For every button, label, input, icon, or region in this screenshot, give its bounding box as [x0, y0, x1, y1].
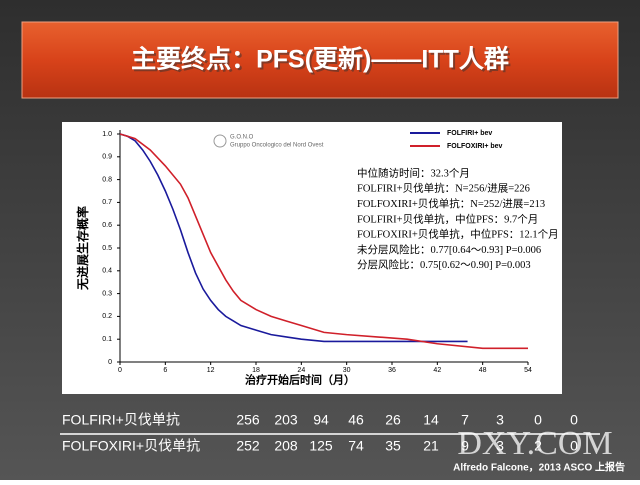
risk-count: 0 — [534, 412, 542, 428]
survival-curve — [119, 133, 528, 350]
logo-text: Gruppo Oncologico del Nord Ovest — [230, 143, 324, 149]
x-tick-label: 24 — [297, 367, 305, 374]
annotation: FOLFIRI+贝伐单抗，中位PFS：9.7个月 — [357, 212, 538, 225]
annotation: FOLFIRI+贝伐单抗：N=256/进展=226 — [357, 182, 530, 195]
risk-count: 252 — [236, 438, 260, 454]
y-tick-label: 0.9 — [102, 154, 112, 161]
y-tick-label: 0 — [108, 359, 112, 366]
watermark: DXY.COM — [457, 425, 612, 462]
risk-count: 3 — [496, 438, 504, 454]
annotation: 分层风险比：0.75[0.62～0.90] P=0.003 — [357, 258, 531, 271]
risk-count: 203 — [274, 412, 298, 428]
x-tick-label: 6 — [163, 367, 167, 374]
risk-count: 0 — [570, 438, 578, 454]
risk-count: 35 — [385, 438, 401, 454]
title-banner — [21, 21, 619, 99]
x-tick-label: 12 — [207, 367, 215, 374]
y-tick-label: 0.2 — [102, 313, 112, 320]
risk-count: 26 — [385, 412, 401, 428]
footer: Alfredo Falcone，2013 ASCO 上报告 — [453, 461, 625, 474]
title: 主要终点：PFS(更新)——ITT人群 — [131, 45, 509, 74]
x-tick-label: 54 — [524, 367, 532, 374]
y-tick-label: 0.3 — [102, 290, 112, 297]
y-axis-label: 无进展生存概率 — [75, 206, 90, 291]
logo-icon — [213, 134, 227, 148]
risk-row-label: FOLFOXIRI+贝伐单抗 — [62, 438, 200, 454]
y-tick-label: 0.7 — [102, 199, 112, 206]
x-tick-label: 0 — [118, 367, 122, 374]
x-tick-label: 42 — [433, 367, 441, 374]
logo-text: G.O.N.O — [230, 135, 254, 141]
risk-count: 2 — [534, 438, 542, 454]
y-tick-label: 0.4 — [102, 268, 112, 275]
y-tick-label: 0.5 — [102, 245, 112, 252]
risk-count: 9 — [461, 438, 469, 454]
annotation: 中位随访时间：32.3个月 — [357, 166, 470, 179]
y-tick-label: 0.1 — [102, 336, 112, 343]
annotation: FOLFOXIRI+贝伐单抗：N=252/进展=213 — [357, 197, 545, 210]
risk-count: 3 — [496, 412, 504, 428]
x-tick-label: 48 — [479, 367, 487, 374]
legend-label: FOLFIRI+ bev — [447, 130, 492, 137]
risk-count: 125 — [309, 438, 333, 454]
legend-label: FOLFOXIRI+ bev — [447, 143, 503, 150]
y-tick-label: 1.0 — [102, 131, 112, 138]
y-tick-label: 0.6 — [102, 222, 112, 229]
risk-count: 14 — [423, 412, 439, 428]
survival-curve — [119, 133, 468, 343]
risk-count: 256 — [236, 412, 260, 428]
risk-row-label: FOLFIRI+贝伐单抗 — [62, 412, 180, 428]
risk-count: 208 — [274, 438, 298, 454]
risk-count: 21 — [423, 438, 439, 454]
annotation: FOLFOXIRI+贝伐单抗，中位PFS：12.1个月 — [357, 228, 559, 241]
chart-panel — [62, 122, 562, 394]
y-tick-label: 0.8 — [102, 176, 112, 183]
risk-count: 46 — [348, 412, 364, 428]
annotation: 未分层风险比：0.77[0.64～0.93] P=0.006 — [357, 243, 541, 256]
x-tick-label: 36 — [388, 367, 396, 374]
x-axis-label: 治疗开始后时间（月） — [245, 373, 355, 387]
risk-count: 0 — [570, 412, 578, 428]
x-tick-label: 30 — [343, 367, 351, 374]
risk-count: 7 — [461, 412, 469, 428]
risk-count: 74 — [348, 438, 364, 454]
title-shadow: 主要终点：PFS(更新)——ITT人群 — [133, 47, 511, 76]
x-tick-label: 18 — [252, 367, 260, 374]
risk-count: 94 — [313, 412, 329, 428]
